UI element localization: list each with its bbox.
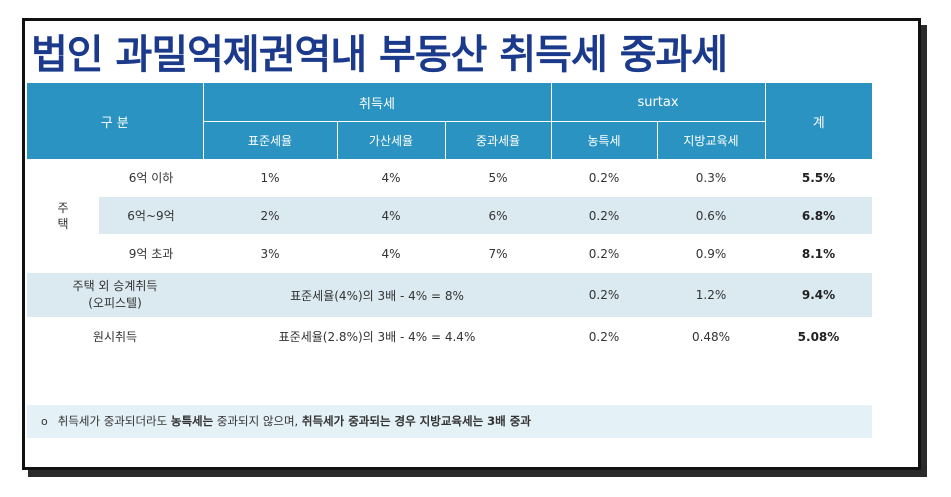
cell: 0.48% (657, 317, 765, 356)
header-surtax: surtax (551, 83, 766, 122)
row-total: 9.4% (765, 272, 872, 318)
formula-cell: 표준세율(4%)의 3배 - 4% = 8% (203, 272, 551, 318)
cell: 4% (337, 234, 445, 273)
row-total: 8.1% (765, 234, 872, 273)
table-row: 6억~9억 2% 4% 6% 0.2% 0.6% 6.8% (27, 196, 872, 235)
header-row-2: 표준세율 가산세율 중과세율 농특세 지방교육세 (27, 121, 872, 159)
note-text-3: 중과되지 않으며, (213, 414, 302, 428)
cell: 0.2% (551, 234, 657, 273)
row-total: 5.08% (765, 317, 872, 356)
header-additional-rate: 가산세율 (337, 121, 446, 159)
header-education-tax: 지방교육세 (657, 121, 766, 159)
cell: 0.2% (551, 159, 657, 197)
cell: 4% (337, 196, 445, 235)
cell: 0.9% (657, 234, 765, 273)
row-total: 5.5% (765, 159, 872, 197)
header-category: 구 분 (27, 83, 204, 159)
cell: 7% (445, 234, 551, 273)
cell: 5% (445, 159, 551, 197)
note-text-2: 농특세는 (170, 414, 214, 428)
header-heavy-rate: 중과세율 (445, 121, 552, 159)
header-row-1: 구 분 취득세 surtax 계 (27, 83, 872, 159)
cell: 0.6% (657, 196, 765, 235)
cell: 3% (203, 234, 337, 273)
row-total: 6.8% (765, 196, 872, 235)
table-row: 9억 초과 3% 4% 7% 0.2% 0.9% 8.1% (27, 234, 872, 273)
housing-group-label: 주 택 (27, 159, 99, 273)
cell: 0.2% (551, 317, 657, 356)
cell: 0.2% (551, 196, 657, 235)
table-row: 주택 외 승계취득 (오피스텔) 표준세율(4%)의 3배 - 4% = 8% … (27, 272, 872, 318)
cell: 1.2% (657, 272, 765, 318)
header-total: 계 (765, 83, 872, 159)
header-standard-rate: 표준세율 (203, 121, 338, 159)
cell: 0.2% (551, 272, 657, 318)
table-row: 주 택 6억 이하 1% 4% 5% 0.2% 0.3% 5.5% (27, 159, 872, 273)
cell: 0.3% (657, 159, 765, 197)
row-label-nonhousing: 주택 외 승계취득 (오피스텔) (27, 272, 203, 318)
table-row: 원시취득 표준세율(2.8%)의 3배 - 4% = 4.4% 0.2% 0.4… (27, 317, 872, 356)
header-acquisition-tax: 취득세 (203, 83, 552, 122)
cell: 6% (445, 196, 551, 235)
cell: 4% (337, 159, 445, 197)
page-title: 법인 과밀억제권역내 부동산 취득세 중과세 (31, 32, 728, 78)
tax-table: 구 분 취득세 surtax 계 표준세율 가산세율 중과세율 농특세 지방교육… (27, 83, 872, 356)
cell: 1% (203, 159, 337, 197)
row-label: 6억~9억 (99, 196, 203, 235)
row-label: 6억 이하 (99, 159, 203, 197)
row-label-original: 원시취득 (27, 317, 203, 356)
note-text-1: 취득세가 중과되더라도 (57, 414, 171, 428)
formula-cell: 표준세율(2.8%)의 3배 - 4% = 4.4% (203, 317, 551, 356)
cell: 2% (203, 196, 337, 235)
note-text-4: 취득세가 중과되는 경우 지방교육세는 3배 중과 (301, 414, 531, 428)
bullet-icon: o (41, 415, 48, 428)
header-rural-tax: 농특세 (551, 121, 658, 159)
footnote: o 취득세가 중과되더라도 농특세는 중과되지 않으며, 취득세가 중과되는 경우… (27, 405, 872, 438)
row-label: 9억 초과 (99, 234, 203, 273)
